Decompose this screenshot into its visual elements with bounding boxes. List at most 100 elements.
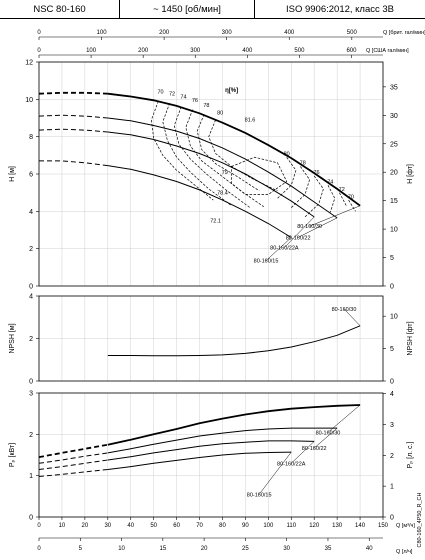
bottom-axis-1-tick-label: 90: [242, 523, 249, 529]
power-series-label: 80-160/22: [302, 446, 327, 452]
bottom-axis-2-label: Q [л/ч]: [396, 549, 413, 555]
head-series-line: [107, 131, 315, 218]
npsh-series-label: 80-160/30: [332, 307, 357, 313]
head-ytick-right-label: 25: [390, 141, 398, 148]
top-axis-1-tick-label: 500: [347, 30, 358, 36]
power-ytick-label: 1: [29, 473, 33, 480]
npsh-ytick-label: 0: [29, 379, 33, 386]
head-series-leader: [265, 237, 292, 261]
bottom-axis-1-tick-label: 0: [37, 523, 41, 529]
power-series-dashed: [38, 469, 108, 477]
efficiency-value-label: 74: [180, 94, 186, 100]
bottom-axis-1-label: Q [м³/ч]: [396, 523, 415, 529]
efficiency-curve: [162, 102, 232, 206]
npsh-series-line: [107, 325, 361, 357]
bottom-axis-2-tick-label: 20: [201, 546, 208, 552]
model-label: NSC 80-160: [0, 0, 120, 18]
power-ytick-right-label: 4: [390, 391, 394, 398]
bottom-axis-2-tick-label: 0: [37, 546, 41, 552]
head-series-leader: [284, 216, 315, 248]
standard-label: ISO 9906:2012, класс 3B: [285, 3, 395, 15]
power-ytick-right-label: 0: [390, 515, 394, 522]
efficiency-curve: [339, 192, 347, 206]
top-axis-1-tick-label: 300: [222, 30, 233, 36]
head-series-dashed: [38, 114, 108, 119]
npsh-ytick-right-label: 0: [390, 379, 394, 386]
power-ytick-label: 0: [29, 515, 33, 522]
power-ytick-label: 3: [29, 391, 33, 398]
npsh-ytick-label: 4: [29, 294, 33, 301]
top-axis-2-tick-label: 300: [190, 48, 201, 54]
top-axis-2-tick-label: 0: [37, 48, 41, 54]
head-series-label: 80-160/22: [286, 235, 311, 241]
power-series-label: 80-160/30: [316, 430, 341, 436]
head-frame: [38, 61, 384, 287]
bottom-axis-1-tick-label: 100: [263, 523, 274, 529]
head-ytick-right-label: 15: [390, 198, 398, 205]
efficiency-value-label: 74: [327, 179, 333, 185]
npsh-series-leader: [343, 308, 361, 326]
bottom-axis-2-tick-label: 35: [325, 546, 332, 552]
head-ytick-right-label: 5: [390, 255, 394, 262]
head-series-dashed: [38, 128, 108, 133]
bottom-axis-2-tick-label: 25: [242, 546, 249, 552]
efficiency-curve: [277, 156, 297, 199]
efficiency-value-label: 79: [222, 170, 228, 176]
head-ytick-label: 10: [25, 97, 33, 104]
efficiency-value-label: 80: [217, 110, 223, 116]
npsh-ytick-label: 2: [29, 336, 33, 343]
bottom-axis-2-tick-label: 40: [366, 546, 373, 552]
npsh-ylabel-right: NPSH [фт]: [407, 321, 414, 355]
bottom-axis-2-tick-label: 10: [118, 546, 125, 552]
side-code: C80-160_4P50_R_CH: [417, 492, 423, 547]
bottom-axis-2-tick-label: 15: [159, 546, 166, 552]
head-ylabel-right: H [фт]: [407, 164, 414, 184]
efficiency-value-label: 70: [157, 90, 163, 96]
top-axis-2-tick-label: 500: [294, 48, 305, 54]
head-ytick-right-label: 20: [390, 170, 398, 177]
bottom-axis-1-tick-label: 20: [82, 523, 89, 529]
efficiency-curve: [304, 175, 324, 218]
head-ytick-right-label: 30: [390, 113, 398, 120]
head-series-dashed: [38, 91, 108, 95]
bottom-axis-1-tick-label: 60: [173, 523, 180, 529]
efficiency-value-label: 80: [284, 151, 290, 157]
top-axis-2-tick-label: 200: [138, 48, 149, 54]
efficiency-curve: [291, 166, 310, 208]
power-series-label: 80-160/15: [247, 492, 272, 498]
efficiency-value-label: 81.6: [245, 118, 256, 124]
power-series-dashed: [38, 459, 108, 470]
head-ytick-right-label: 0: [390, 284, 394, 291]
power-ytick-right-label: 1: [390, 484, 394, 491]
efficiency-value-label: 78: [203, 103, 209, 109]
head-ytick-label: 0: [29, 284, 33, 291]
npsh-ytick-right-label: 10: [390, 314, 398, 321]
top-axis-1-label: Q [брит. гал/мин]: [383, 30, 425, 36]
power-series-leader: [258, 451, 292, 495]
head-ytick-label: 12: [25, 60, 33, 67]
efficiency-curve: [348, 199, 356, 212]
top-axis-1-tick-label: 0: [37, 30, 41, 36]
head-series-dashed: [39, 160, 108, 167]
bottom-axis-1-tick-label: 40: [127, 523, 134, 529]
npsh-ylabel: NPSH [м]: [9, 323, 16, 353]
power-series-label: 80-160/22A: [277, 461, 306, 467]
efficiency-value-label: 72: [339, 187, 345, 193]
top-axis-2-label: Q [США гал/мин]: [366, 48, 409, 54]
power-series-line: [107, 404, 361, 446]
head-series-line: [107, 92, 361, 207]
efficiency-curve: [196, 114, 260, 192]
bottom-axis-1-tick-label: 120: [309, 523, 320, 529]
top-axis-2-tick-label: 600: [346, 48, 357, 54]
bottom-axis-1-tick-label: 80: [219, 523, 226, 529]
bottom-axis-1-tick-label: 50: [150, 523, 157, 529]
head-ytick-right-label: 35: [390, 84, 398, 91]
efficiency-value-label: 72.1: [210, 219, 221, 225]
bottom-axis-2-tick-label: 30: [283, 546, 290, 552]
bottom-axis-2-tick-label: 5: [79, 546, 83, 552]
head-series-line: [107, 117, 338, 219]
efficiency-curve: [327, 185, 336, 213]
power-series-line: [107, 451, 292, 470]
head-ylabel: H [м]: [9, 166, 16, 182]
